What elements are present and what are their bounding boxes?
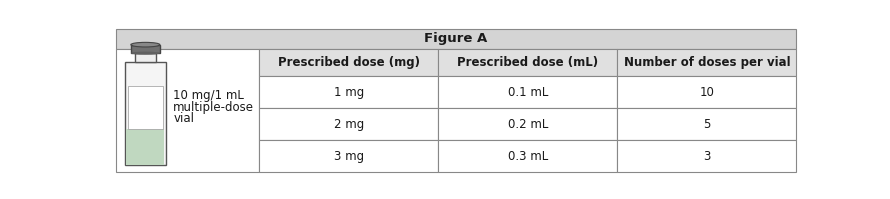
Text: Figure A: Figure A bbox=[425, 32, 488, 45]
Text: 0.3 mL: 0.3 mL bbox=[507, 150, 548, 163]
Bar bbox=[131, 45, 160, 53]
Bar bbox=[438, 108, 618, 140]
Bar bbox=[438, 76, 618, 108]
Text: 0.1 mL: 0.1 mL bbox=[507, 86, 548, 99]
Bar bbox=[618, 76, 797, 108]
Bar bbox=[126, 129, 165, 165]
Bar bbox=[259, 76, 438, 108]
Text: 5: 5 bbox=[703, 118, 710, 131]
Text: 0.2 mL: 0.2 mL bbox=[507, 118, 548, 131]
Text: 3: 3 bbox=[703, 150, 710, 163]
Text: 3 mg: 3 mg bbox=[334, 150, 364, 163]
Text: 2 mg: 2 mg bbox=[334, 118, 364, 131]
Bar bbox=[116, 28, 797, 49]
Text: 10: 10 bbox=[700, 86, 715, 99]
Bar bbox=[438, 49, 618, 76]
Text: Prescribed dose (mg): Prescribed dose (mg) bbox=[278, 56, 420, 69]
Text: 10 mg/1 mL: 10 mg/1 mL bbox=[174, 89, 244, 102]
Text: 1 mg: 1 mg bbox=[334, 86, 364, 99]
Bar bbox=[125, 62, 166, 165]
Text: Number of doses per vial: Number of doses per vial bbox=[624, 56, 790, 69]
Bar bbox=[259, 108, 438, 140]
Bar bbox=[618, 108, 797, 140]
Bar bbox=[135, 53, 156, 62]
Text: multiple-dose: multiple-dose bbox=[174, 101, 255, 114]
Bar bbox=[116, 49, 259, 173]
Bar bbox=[618, 49, 797, 76]
Bar bbox=[259, 140, 438, 173]
Ellipse shape bbox=[131, 52, 160, 55]
Text: vial: vial bbox=[174, 112, 194, 126]
Ellipse shape bbox=[131, 42, 160, 47]
Bar bbox=[259, 49, 438, 76]
Text: Prescribed dose (mL): Prescribed dose (mL) bbox=[457, 56, 598, 69]
Bar bbox=[127, 86, 163, 129]
Bar bbox=[618, 140, 797, 173]
Bar bbox=[438, 140, 618, 173]
